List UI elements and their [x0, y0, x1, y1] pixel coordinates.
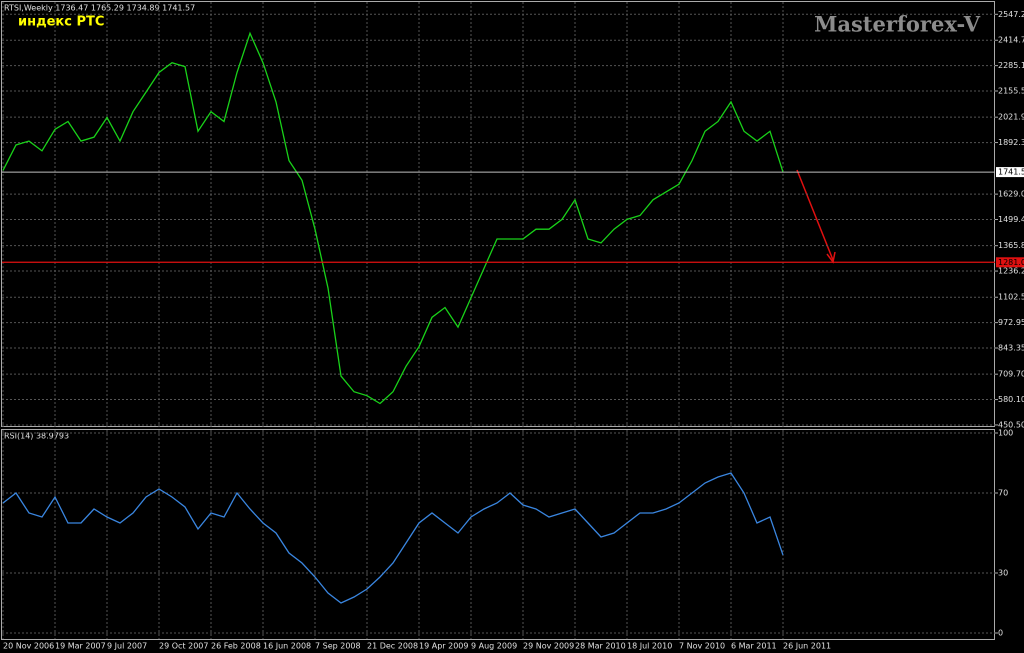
- y-tick-label: 2155.55: [998, 87, 1024, 96]
- x-tick-label: 9 Aug 2009: [471, 642, 517, 651]
- x-tick-label: 29 Oct 2007: [159, 642, 208, 651]
- x-tick-label: 18 Jul 2010: [627, 642, 672, 651]
- y-tick-label: 2021.90: [998, 113, 1024, 122]
- header: RTSI,Weekly 1736.47 1765.29 1734.89 1741…: [4, 4, 195, 13]
- y-tick-label: 70: [998, 489, 1008, 498]
- watermark: Masterforex-V: [814, 12, 981, 37]
- y-tick-label: 709.70: [998, 370, 1024, 379]
- y-tick-label: 1892.30: [998, 138, 1024, 147]
- price-panel: [1, 1, 995, 427]
- x-tick-label: 7 Sep 2008: [315, 642, 361, 651]
- level-label: 1281.03: [998, 258, 1024, 267]
- y-tick-label: 2547.20: [998, 10, 1024, 19]
- y-tick-label: 1499.45: [998, 215, 1024, 224]
- current-price-label: 1741.57: [998, 168, 1024, 177]
- x-tick-label: 20 Nov 2006: [3, 642, 54, 651]
- y-tick-label: 2414.75: [998, 36, 1024, 45]
- x-tick-label: 6 Mar 2011: [731, 642, 777, 651]
- arrow: [796, 169, 834, 261]
- price-line: [2, 31, 784, 405]
- x-tick-label: 16 Jun 2008: [263, 642, 311, 651]
- y-tick-label: 2285.15: [998, 61, 1024, 70]
- x-tick-label: 26 Jun 2011: [783, 642, 831, 651]
- level-box: [996, 257, 1024, 268]
- x-tick-label: 7 Nov 2010: [679, 642, 725, 651]
- x-tick-label: 9 Jul 2007: [107, 642, 147, 651]
- x-tick-label: 21 Dec 2008: [367, 642, 418, 651]
- rsi-panel: [1, 429, 995, 640]
- y-tick-label: 1629.05: [998, 190, 1024, 199]
- x-tick-label: 19 Apr 2009: [419, 642, 468, 651]
- y-tick-label: 1365.80: [998, 241, 1024, 250]
- x-tick-label: 19 Mar 2007: [55, 642, 106, 651]
- y-tick-label: 30: [998, 569, 1008, 578]
- price-line: [2, 472, 784, 604]
- y-tick-label: 1236.20: [998, 267, 1024, 276]
- y-tick-label: 1102.55: [998, 293, 1024, 302]
- y-tick-label: 972.95: [998, 318, 1024, 327]
- y-tick-label: 843.35: [998, 344, 1024, 353]
- rsi-title: RSI(14) 38.9793: [4, 432, 69, 441]
- x-tick-label: 28 Mar 2010: [575, 642, 626, 651]
- x-tick-label: 26 Feb 2008: [211, 642, 261, 651]
- x-tick-label: 29 Nov 2009: [523, 642, 574, 651]
- price-box: [996, 167, 1024, 178]
- annotation: индекс РТС: [18, 15, 104, 30]
- y-tick-label: 450.50: [998, 420, 1024, 429]
- y-tick-label: 580.10: [998, 395, 1024, 404]
- y-tick-label: 100: [998, 429, 1013, 438]
- y-tick-label: 0: [998, 629, 1003, 638]
